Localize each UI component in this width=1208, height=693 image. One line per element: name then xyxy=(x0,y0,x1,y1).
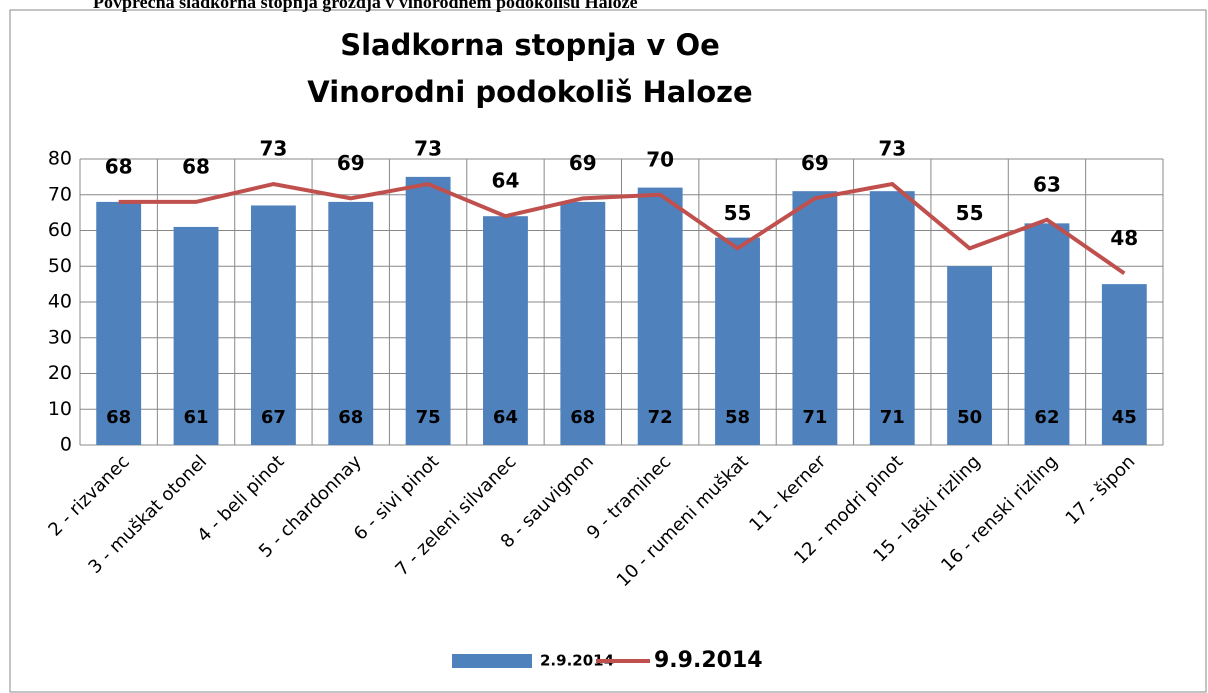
line-value-label: 73 xyxy=(878,137,906,161)
bar-value-label: 71 xyxy=(880,407,905,428)
bar-value-label: 50 xyxy=(957,407,982,428)
line-series xyxy=(118,181,1126,276)
bar-value-label: 61 xyxy=(184,407,209,428)
chart-title: Sladkorna stopnja v Oe xyxy=(340,28,720,62)
bar-value-label: 75 xyxy=(416,407,441,428)
bar xyxy=(328,201,374,445)
line-value-label: 68 xyxy=(182,154,210,178)
bar xyxy=(560,201,606,445)
bar-value-label: 64 xyxy=(493,407,518,428)
y-tick-label: 0 xyxy=(60,434,72,456)
line-value-label: 63 xyxy=(1033,172,1061,196)
line-value-label: 48 xyxy=(1110,226,1138,250)
bar xyxy=(715,237,760,445)
line-value-label: 73 xyxy=(259,137,287,161)
bar-value-label: 67 xyxy=(261,407,286,428)
bar xyxy=(869,191,915,445)
legend-label: 2.9.2014 xyxy=(540,652,614,670)
bar xyxy=(483,216,528,445)
line-value-label: 55 xyxy=(956,201,984,225)
y-tick-label: 30 xyxy=(48,326,72,348)
bar xyxy=(947,266,993,445)
y-tick-label: 70 xyxy=(48,183,72,205)
bar-value-label: 68 xyxy=(570,407,595,428)
legend-label: 9.9.2014 xyxy=(654,648,763,673)
y-tick-label: 50 xyxy=(48,255,72,277)
y-tick-label: 80 xyxy=(48,148,72,170)
bar xyxy=(1101,284,1147,445)
bar xyxy=(637,187,683,445)
y-tick-label: 20 xyxy=(48,362,72,384)
line-value-label: 69 xyxy=(569,151,597,175)
bar xyxy=(173,226,219,445)
bar-value-label: 68 xyxy=(338,407,363,428)
line-value-label: 73 xyxy=(414,137,442,161)
line-value-label: 55 xyxy=(724,201,752,225)
line-value-label: 69 xyxy=(801,151,829,175)
bar xyxy=(405,176,451,445)
line-value-label: 64 xyxy=(492,169,520,193)
line-value-label: 70 xyxy=(646,147,674,171)
bar xyxy=(96,201,142,445)
chart-subtitle: Vinorodni podokoliš Haloze xyxy=(307,75,752,109)
y-tick-label: 10 xyxy=(48,398,72,420)
bar-value-label: 72 xyxy=(648,407,673,428)
bar xyxy=(792,191,838,445)
y-tick-label: 60 xyxy=(48,219,72,241)
bar-value-label: 71 xyxy=(802,407,827,428)
bar-value-label: 58 xyxy=(725,407,750,428)
page-heading: Povprečna sladkorna stopnja grozdja v vi… xyxy=(93,0,638,12)
bar xyxy=(250,205,296,445)
line-value-label: 69 xyxy=(337,151,365,175)
bar-value-label: 62 xyxy=(1034,407,1059,428)
bar-value-label: 68 xyxy=(106,407,131,428)
bar xyxy=(1024,223,1070,445)
line-value-label: 68 xyxy=(105,154,133,178)
bar-value-label: 45 xyxy=(1112,407,1137,428)
y-tick-label: 40 xyxy=(48,291,72,313)
legend-swatch xyxy=(452,654,532,668)
